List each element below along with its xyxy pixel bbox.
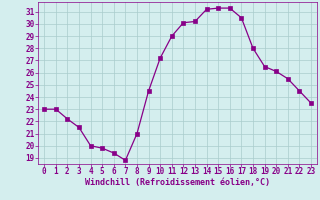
- X-axis label: Windchill (Refroidissement éolien,°C): Windchill (Refroidissement éolien,°C): [85, 178, 270, 187]
